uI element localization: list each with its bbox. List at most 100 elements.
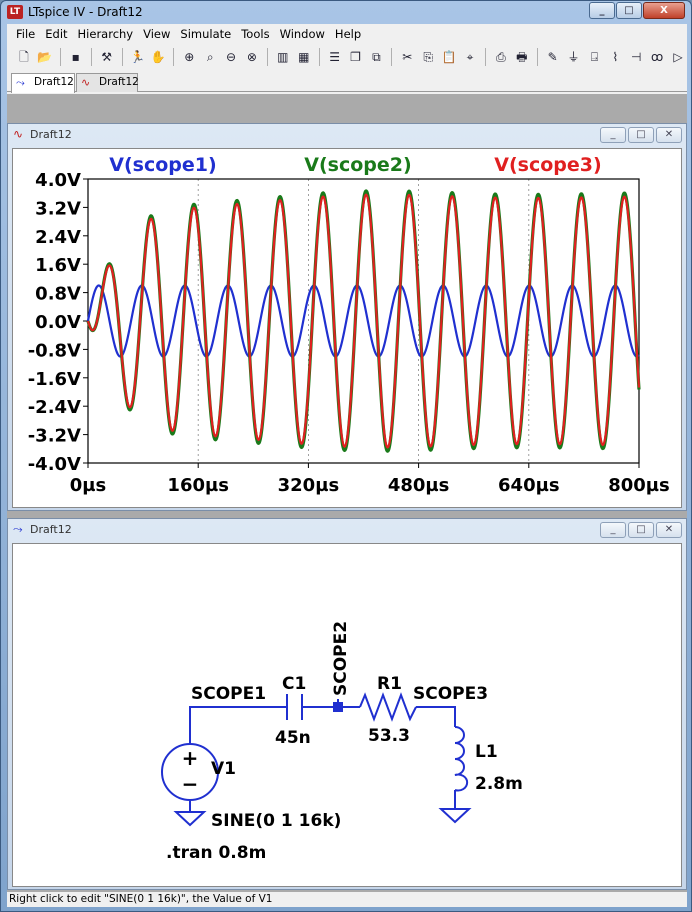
close-button[interactable]: X: [643, 2, 685, 19]
menu-hierarchy[interactable]: Hierarchy: [77, 27, 134, 41]
x-tick-label[interactable]: 640µs: [498, 475, 560, 496]
y-tick-label[interactable]: -1.6V: [28, 369, 81, 390]
wire-icon[interactable]: ✎: [547, 50, 558, 64]
minimize-button[interactable]: _: [589, 2, 615, 19]
maximize-button[interactable]: □: [628, 127, 654, 143]
cascade-icon[interactable]: ❐: [350, 50, 361, 64]
ground-v1-icon[interactable]: [173, 811, 207, 827]
waveform-plot[interactable]: V(scope1) V(scope2) V(scope3) 4.0V 3.2V 2.…: [13, 149, 683, 509]
zoom-cancel-icon[interactable]: ⊗: [246, 50, 257, 64]
run-icon[interactable]: 🏃: [130, 50, 145, 64]
x-tick-label[interactable]: 0µs: [70, 475, 106, 496]
new-schematic-icon[interactable]: 🗋: [19, 50, 29, 64]
y-tick-label[interactable]: 0.8V: [35, 284, 81, 305]
label-scope3[interactable]: SCOPE3: [413, 684, 488, 704]
v1-value[interactable]: SINE(0 1 16k): [211, 811, 341, 831]
zoom-back-icon[interactable]: ⌕: [206, 50, 214, 64]
l1-inductor[interactable]: [454, 726, 469, 792]
diode-icon[interactable]: ▷: [673, 50, 683, 64]
y-tick-label[interactable]: 3.2V: [35, 198, 81, 219]
control-panel-icon[interactable]: ⚒: [101, 50, 112, 64]
schematic-window-title: Draft12: [30, 523, 72, 536]
y-tick-label[interactable]: -4.0V: [28, 454, 81, 475]
y-tick-label[interactable]: 0.0V: [35, 312, 81, 333]
y-tick-label[interactable]: 1.6V: [35, 255, 81, 276]
tile-horizontal-icon[interactable]: ☰: [329, 50, 341, 64]
x-tick-label[interactable]: 320µs: [278, 475, 340, 496]
y-tick-label[interactable]: 2.4V: [35, 227, 81, 248]
minimize-button[interactable]: _: [600, 522, 626, 538]
label-scope1[interactable]: SCOPE1: [191, 684, 266, 704]
label-scope2[interactable]: SCOPE2: [331, 621, 351, 696]
title-bar[interactable]: LT LTspice IV - Draft12 _ □ X: [1, 1, 691, 23]
close-button[interactable]: ✕: [656, 127, 682, 143]
inductor-icon[interactable]: ꝏ: [650, 50, 664, 64]
wire-scope1[interactable]: [189, 706, 287, 743]
x-tick-label[interactable]: 160µs: [167, 475, 229, 496]
halt-icon[interactable]: ✋: [150, 50, 166, 64]
trace-label-scope3[interactable]: V(scope3): [494, 154, 601, 176]
ltspice-logo-icon: LT: [7, 5, 23, 19]
menu-window[interactable]: Window: [279, 27, 325, 41]
ground-l1-icon[interactable]: [438, 808, 472, 824]
menu-help[interactable]: Help: [334, 27, 362, 41]
tab-waveform[interactable]: ∿ Draft12: [76, 73, 139, 92]
save-icon[interactable]: ▪: [71, 50, 80, 64]
menu-simulate[interactable]: Simulate: [180, 27, 232, 41]
trace-vscope1[interactable]: [86, 284, 640, 358]
schematic-window-titlebar[interactable]: ⤳ Draft12 _ □ ✕: [8, 519, 686, 541]
cut-icon[interactable]: ✂: [402, 50, 413, 64]
autorange-icon[interactable]: ▥: [277, 50, 289, 64]
tran-directive[interactable]: .tran 0.8m: [166, 843, 266, 863]
label-icon[interactable]: ⍈: [590, 50, 599, 64]
menu-file[interactable]: File: [16, 27, 36, 41]
zoom-out-icon[interactable]: ⊖: [226, 50, 237, 64]
open-icon[interactable]: 📂: [37, 50, 53, 64]
x-tick-label[interactable]: 480µs: [388, 475, 450, 496]
c1-value[interactable]: 45n: [275, 728, 311, 748]
c1-name[interactable]: C1: [282, 674, 306, 694]
schematic-canvas[interactable]: + − SCOPE1 SCOPE2 SCOPE3 C1 45n R1 53.3 …: [12, 543, 682, 887]
l1-value[interactable]: 2.8m: [475, 774, 523, 794]
find-icon[interactable]: ⌖: [466, 50, 474, 64]
schematic-drawing[interactable]: + − SCOPE1 SCOPE2 SCOPE3 C1 45n R1 53.3 …: [13, 544, 683, 888]
waveform-plot-area[interactable]: V(scope1) V(scope2) V(scope3) 4.0V 3.2V 2.…: [12, 148, 682, 508]
tab-schematic[interactable]: ⤳ Draft12: [11, 73, 75, 93]
menu-view[interactable]: View: [143, 27, 171, 41]
y-tick-label[interactable]: -2.4V: [28, 397, 81, 418]
trace-label-scope1[interactable]: V(scope1): [109, 154, 216, 176]
wire-scope3[interactable]: [416, 706, 456, 727]
minimize-button[interactable]: _: [600, 127, 626, 143]
r1-name[interactable]: R1: [377, 674, 402, 694]
capacitor-icon[interactable]: ⊣: [630, 50, 642, 64]
toolbar-separator: [59, 48, 61, 66]
r1-value[interactable]: 53.3: [368, 726, 410, 746]
v1-source[interactable]: [161, 743, 219, 801]
r1-resistor[interactable]: [359, 692, 417, 722]
waveform-window-titlebar[interactable]: ∿ Draft12 _ □ ✕: [8, 124, 686, 146]
paste-icon[interactable]: 📋: [441, 50, 457, 64]
v1-name[interactable]: V1: [211, 759, 236, 779]
resistor-icon[interactable]: ⌇: [612, 50, 619, 64]
print-preview-icon[interactable]: ⎙: [496, 50, 506, 64]
trace-vscope2[interactable]: [86, 189, 641, 453]
maximize-button[interactable]: □: [616, 2, 642, 19]
menu-edit[interactable]: Edit: [45, 27, 68, 41]
y-tick-label[interactable]: 4.0V: [35, 170, 81, 191]
menu-tools[interactable]: Tools: [241, 27, 270, 41]
maximize-button[interactable]: □: [628, 522, 654, 538]
copy-icon[interactable]: ⎘: [423, 50, 433, 64]
y-tick-label[interactable]: -3.2V: [28, 426, 81, 447]
tile-vertical-icon[interactable]: ⧉: [372, 50, 381, 64]
l1-name[interactable]: L1: [475, 742, 498, 762]
ground-icon[interactable]: ⏚: [567, 50, 580, 64]
x-tick-label[interactable]: 800µs: [608, 475, 670, 496]
trace-vscope3[interactable]: [86, 193, 641, 449]
close-button[interactable]: ✕: [656, 522, 682, 538]
toolbar-separator: [318, 48, 320, 66]
trace-label-scope2[interactable]: V(scope2): [304, 154, 411, 176]
y-tick-label[interactable]: -0.8V: [28, 340, 81, 361]
zoom-in-icon[interactable]: ⊕: [184, 50, 195, 64]
print-icon[interactable]: 🖶: [516, 50, 528, 64]
grid-icon[interactable]: ▦: [298, 50, 310, 64]
